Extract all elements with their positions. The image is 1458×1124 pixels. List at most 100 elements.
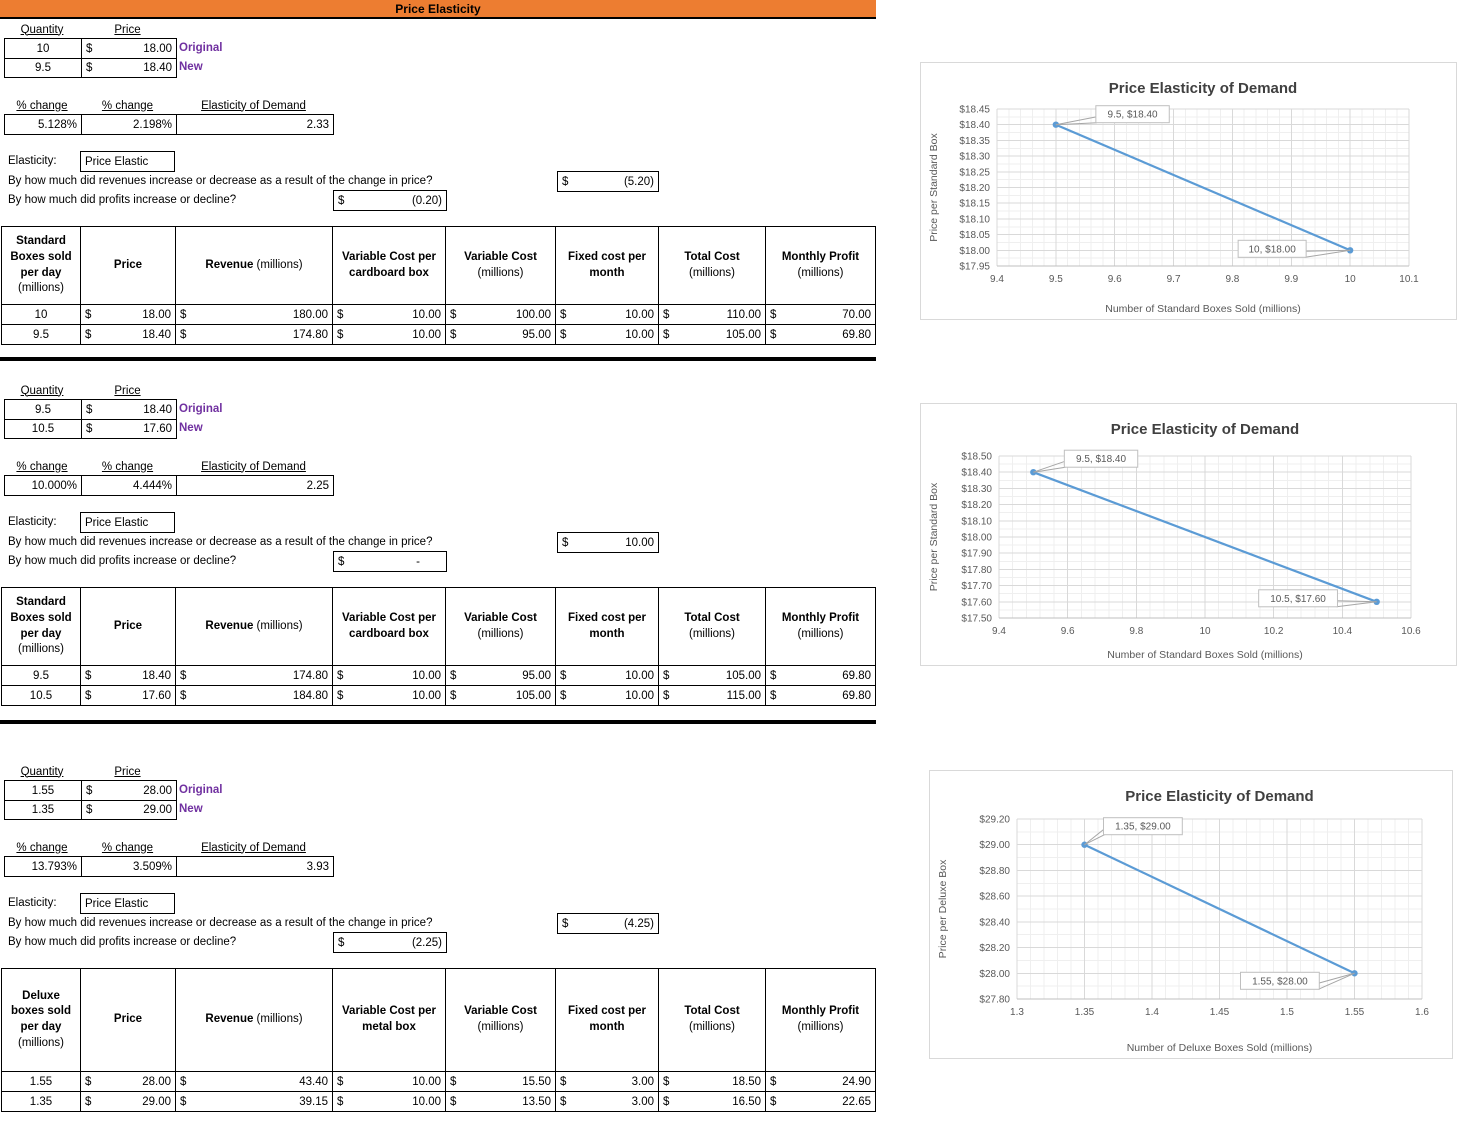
y-tick-label: $28.00 bbox=[979, 969, 1010, 980]
cost-table-cell[interactable]: $16.50 bbox=[658, 1091, 766, 1112]
cell-quantity[interactable]: 1.35 bbox=[5, 800, 81, 819]
cost-table-cell[interactable]: $15.50 bbox=[445, 1071, 556, 1092]
elasticity-of-demand-value[interactable]: 3.93 bbox=[176, 857, 333, 876]
cost-table-cell[interactable]: $10.00 bbox=[555, 304, 659, 325]
cost-table-cell[interactable]: $10.00 bbox=[332, 1091, 446, 1112]
pct-change-value[interactable]: 4.444% bbox=[81, 476, 176, 495]
cost-table-cell[interactable]: $10.00 bbox=[332, 685, 446, 706]
cost-table-cell[interactable]: $110.00 bbox=[658, 304, 766, 325]
revenue-answer-box[interactable]: $10.00 bbox=[557, 532, 659, 553]
cost-table-cell[interactable]: $10.00 bbox=[332, 304, 446, 325]
elasticity-classification-text: Price Elastic bbox=[85, 155, 149, 168]
profit-answer-box[interactable]: $ (2.25) bbox=[333, 932, 447, 953]
cell-price[interactable]: $17.60 bbox=[81, 419, 176, 438]
revenue-answer-box[interactable]: $ (4.25) bbox=[557, 913, 659, 934]
cost-table-cell[interactable]: 1.55 bbox=[1, 1071, 81, 1092]
cost-cell: $100.00 bbox=[447, 308, 555, 321]
cost-table-cell[interactable]: 9.5 bbox=[1, 324, 81, 345]
cost-table-cell[interactable]: $10.00 bbox=[555, 665, 659, 686]
cost-table-cell[interactable]: $13.50 bbox=[445, 1091, 556, 1112]
cost-table-cell[interactable]: $105.00 bbox=[658, 665, 766, 686]
cost-cell-value: 100.00 bbox=[515, 308, 551, 321]
cell-quantity[interactable]: 9.5 bbox=[5, 58, 81, 77]
cost-table-cell[interactable]: 1.35 bbox=[1, 1091, 81, 1112]
cost-table-cell[interactable]: $100.00 bbox=[445, 304, 556, 325]
elasticity-classification-box[interactable]: Price Elastic bbox=[80, 893, 175, 914]
cost-table-cell[interactable]: $3.00 bbox=[555, 1091, 659, 1112]
cost-table-cell[interactable]: 10 bbox=[1, 304, 81, 325]
cost-table-cell[interactable]: $22.65 bbox=[765, 1091, 876, 1112]
cost-table-cell[interactable]: $105.00 bbox=[445, 685, 556, 706]
elasticity-of-demand-value[interactable]: 2.25 bbox=[176, 476, 333, 495]
cell-price[interactable]: $18.40 bbox=[81, 400, 176, 419]
cost-table-cell[interactable]: $70.00 bbox=[765, 304, 876, 325]
pct-change-value[interactable]: 2.198% bbox=[81, 115, 176, 134]
cost-table-cell[interactable]: $174.80 bbox=[175, 665, 333, 686]
cost-table-cell[interactable]: $29.00 bbox=[80, 1091, 176, 1112]
cost-table-cell[interactable]: $43.40 bbox=[175, 1071, 333, 1092]
revenue-answer-box[interactable]: $ (5.20) bbox=[557, 171, 659, 192]
cost-table-cell[interactable]: $39.15 bbox=[175, 1091, 333, 1112]
cost-table-cell[interactable]: 9.5 bbox=[1, 665, 81, 686]
x-axis-title: Number of Deluxe Boxes Sold (millions) bbox=[1127, 1042, 1313, 1054]
price-elasticity-chart-3[interactable]: Price Elasticity of Demand $27.80 $28.00 $2… bbox=[929, 770, 1453, 1059]
data-label-text: 10.5, $17.60 bbox=[1270, 594, 1326, 605]
cell-price[interactable]: $28.00 bbox=[81, 781, 176, 800]
cost-table-cell[interactable]: $28.00 bbox=[80, 1071, 176, 1092]
elasticity-classification-box[interactable]: Price Elastic bbox=[80, 512, 175, 533]
cost-table-cell[interactable]: $18.50 bbox=[658, 1071, 766, 1092]
cost-table-cell[interactable]: $95.00 bbox=[445, 665, 556, 686]
cell-quantity[interactable]: 10 bbox=[36, 42, 50, 55]
elasticity-of-demand-value[interactable]: 2.33 bbox=[176, 115, 333, 134]
cell-quantity[interactable]: 1.55 bbox=[31, 784, 55, 797]
cost-table-cell[interactable]: $10.00 bbox=[555, 324, 659, 345]
elasticity-classification-box[interactable]: Price Elastic bbox=[80, 151, 175, 172]
cost-table-cell[interactable]: $18.40 bbox=[80, 324, 176, 345]
pct-change-value[interactable]: 5.128% bbox=[37, 118, 77, 131]
cost-table-cell[interactable]: $105.00 bbox=[658, 324, 766, 345]
cost-cell-value: 24.90 bbox=[842, 1075, 871, 1088]
callout-leader-line bbox=[1318, 972, 1355, 990]
cost-table-cell[interactable]: $10.00 bbox=[332, 324, 446, 345]
currency-symbol: $ bbox=[337, 1075, 344, 1088]
cell-quantity[interactable]: 9.5 bbox=[35, 403, 51, 416]
currency-symbol: $ bbox=[86, 403, 93, 416]
cell-price[interactable]: $18.00 bbox=[81, 39, 176, 58]
cost-table-cell[interactable]: 10.5 bbox=[1, 685, 81, 706]
cell-quantity[interactable]: 10.5 bbox=[5, 419, 81, 438]
cost-table-cell[interactable]: $24.90 bbox=[765, 1071, 876, 1092]
cost-table-cell[interactable]: $10.00 bbox=[332, 665, 446, 686]
cost-table-cell[interactable]: $95.00 bbox=[445, 324, 556, 345]
cost-table-cell[interactable]: $17.60 bbox=[80, 685, 176, 706]
cost-table-cell[interactable]: $18.00 bbox=[80, 304, 176, 325]
cell-price[interactable]: $29.00 bbox=[81, 800, 176, 819]
cost-table-cell[interactable]: $10.00 bbox=[555, 685, 659, 706]
cost-table-cell[interactable]: $174.80 bbox=[175, 324, 333, 345]
cost-cell: $10.00 bbox=[557, 329, 658, 341]
data-label-callout bbox=[1240, 971, 1320, 990]
cost-table-cell[interactable]: $69.80 bbox=[765, 665, 876, 686]
profit-answer-box[interactable]: $ (0.20) bbox=[333, 190, 447, 211]
cell-price[interactable]: $18.40 bbox=[81, 58, 176, 77]
cost-table-cell[interactable]: $69.80 bbox=[765, 685, 876, 706]
cost-table-cell[interactable]: $180.00 bbox=[175, 304, 333, 325]
cost-cell-value: 10.00 bbox=[625, 689, 654, 702]
price-elasticity-chart-2[interactable]: Price Elasticity of Demand $17.50 $17.60 $1… bbox=[920, 403, 1457, 666]
currency-symbol: $ bbox=[770, 669, 777, 682]
price-elasticity-chart-1[interactable]: Price Elasticity of Demand $17.95 $18.00 $1… bbox=[920, 62, 1457, 320]
pct-change-value[interactable]: 10.000% bbox=[31, 479, 77, 492]
pct-change-value[interactable]: 3.509% bbox=[81, 857, 176, 876]
cost-table-cell[interactable]: $3.00 bbox=[555, 1071, 659, 1092]
cost-table-cell[interactable]: $10.00 bbox=[332, 1071, 446, 1092]
cost-table-cell[interactable]: $115.00 bbox=[658, 685, 766, 706]
cost-cell: $28.00 bbox=[82, 1076, 175, 1088]
pct-change-value[interactable]: 13.793% bbox=[31, 860, 77, 873]
profit-answer-box[interactable]: $ - bbox=[333, 551, 447, 572]
cost-cell-value: 39.15 bbox=[299, 1095, 328, 1108]
cost-cell-value: 10.00 bbox=[412, 669, 441, 682]
cost-table-cell[interactable]: $69.80 bbox=[765, 324, 876, 345]
y-tick-label: $18.15 bbox=[959, 199, 990, 210]
currency-symbol: $ bbox=[338, 936, 345, 949]
cost-table-cell[interactable]: $184.80 bbox=[175, 685, 333, 706]
cost-table-cell[interactable]: $18.40 bbox=[80, 665, 176, 686]
